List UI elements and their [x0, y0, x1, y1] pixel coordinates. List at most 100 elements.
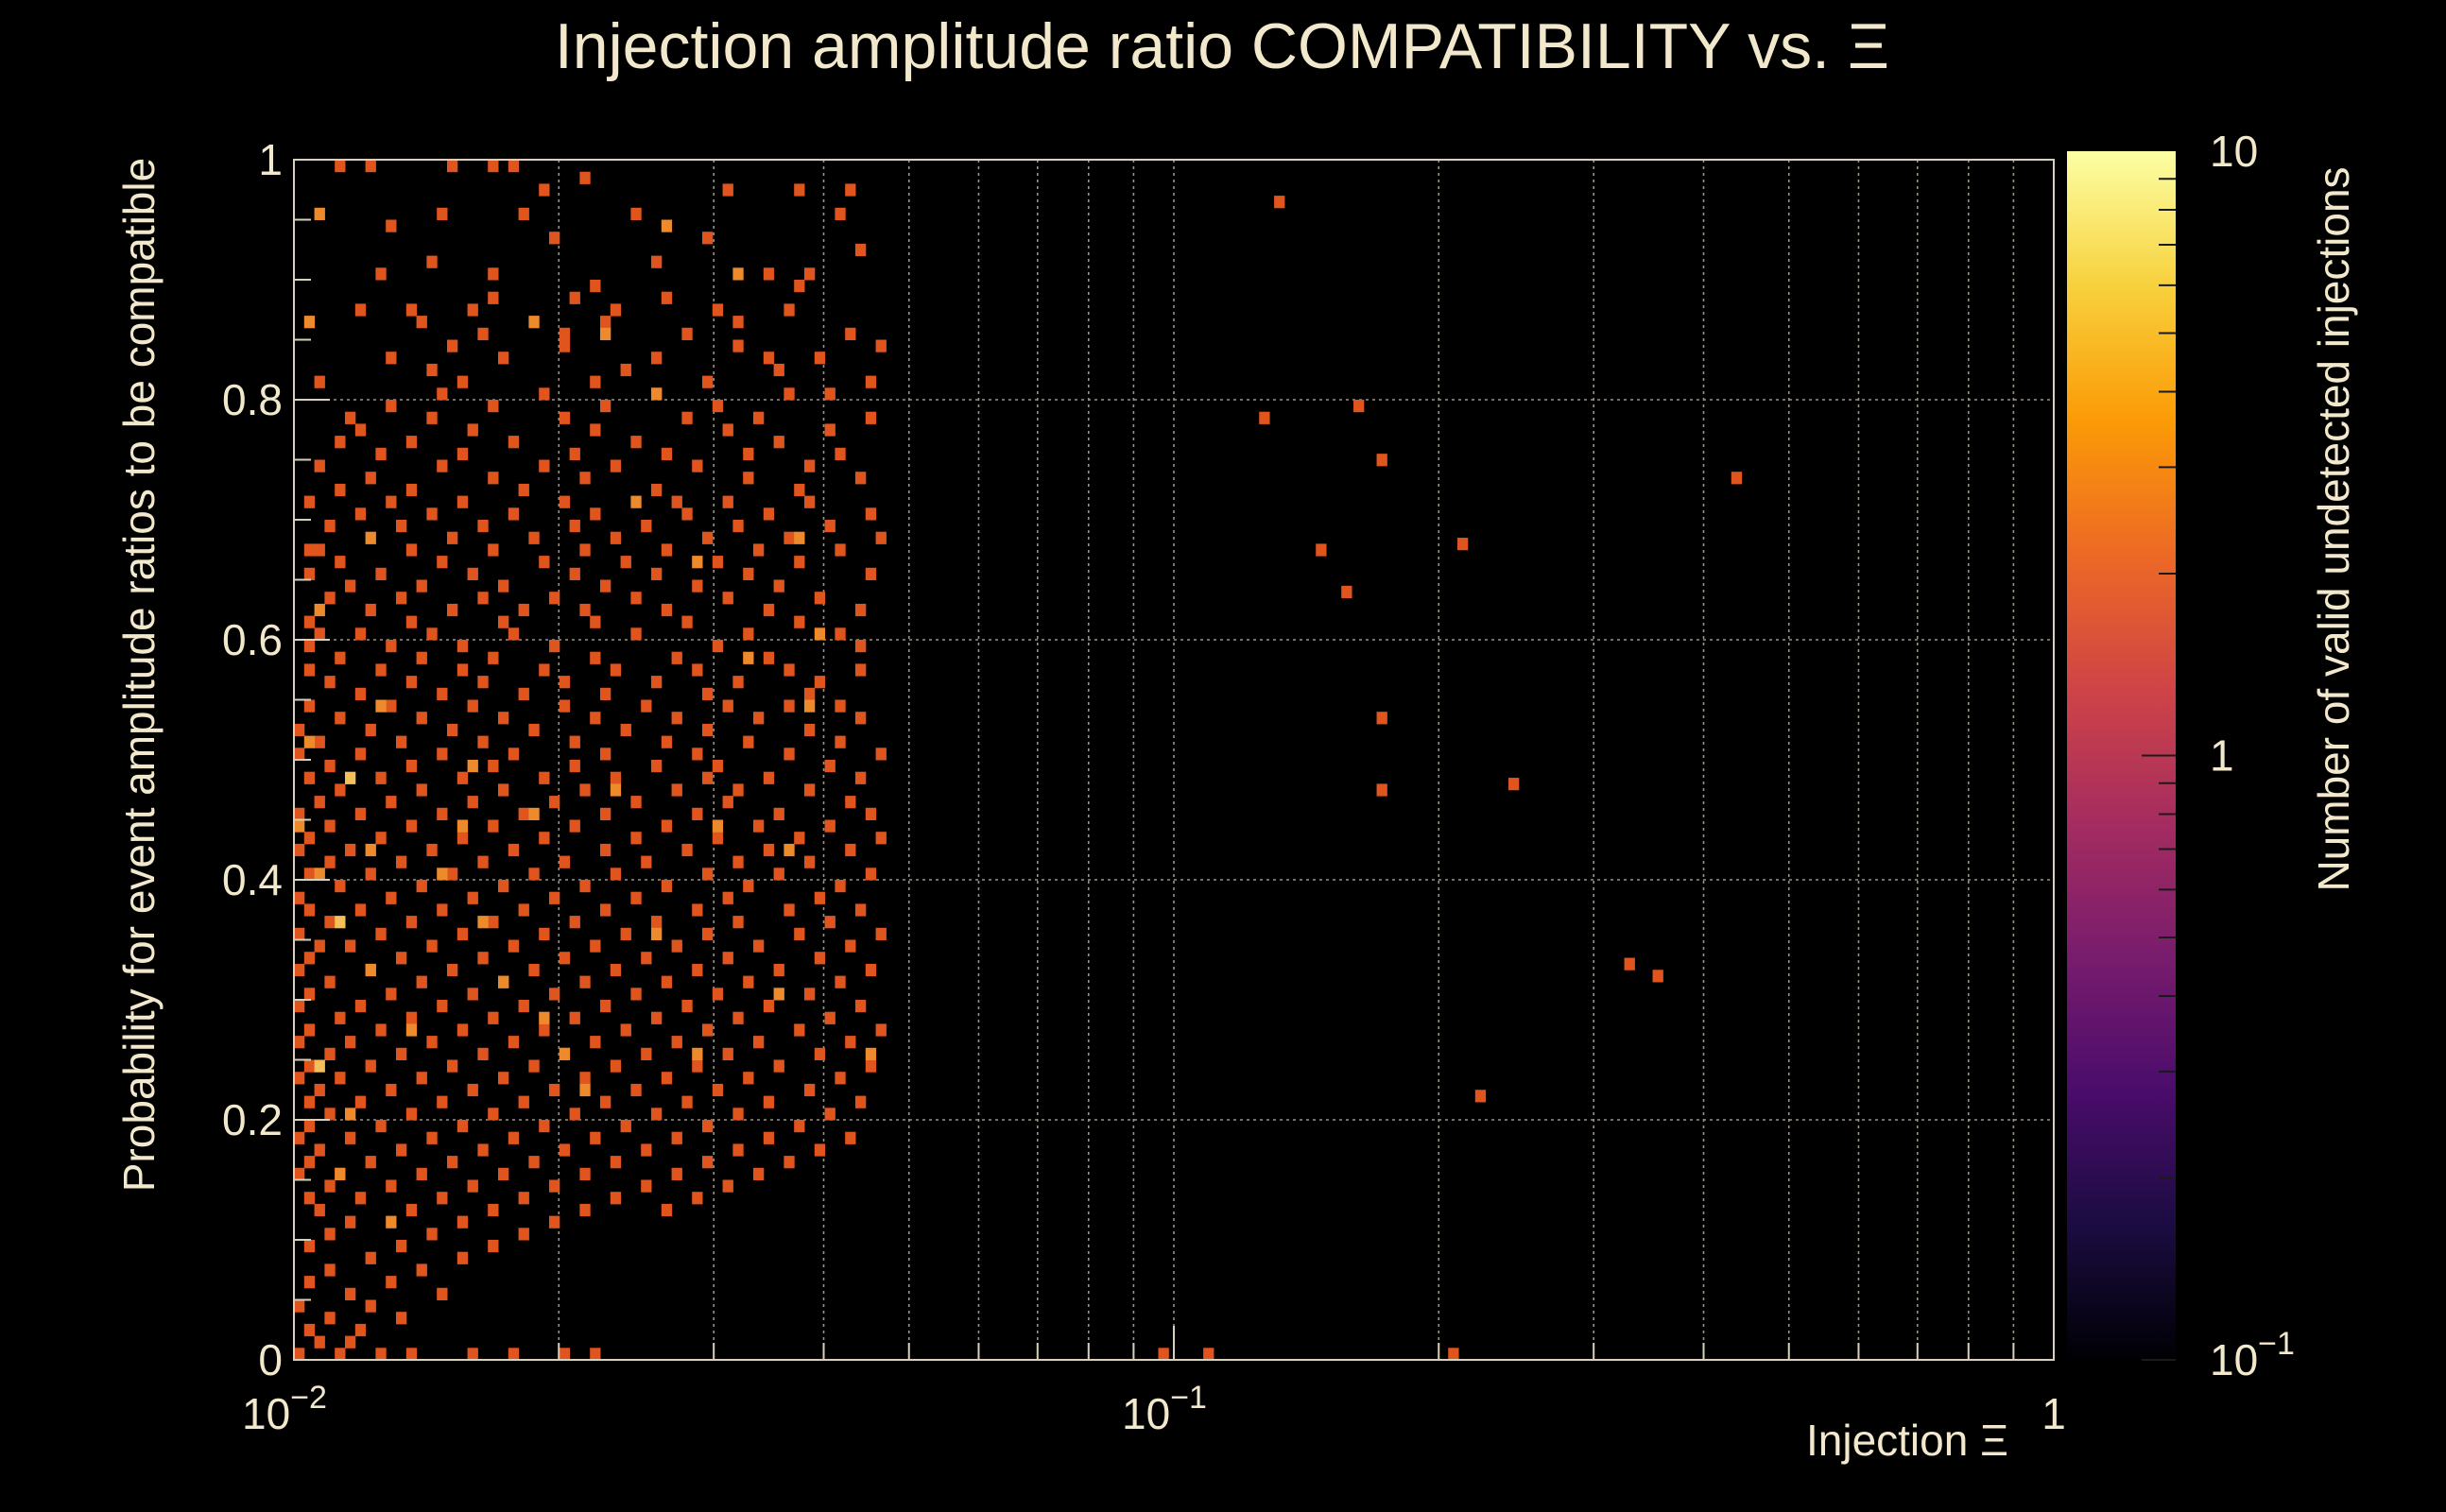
- heatmap-cell: [610, 531, 622, 544]
- heatmap-cell: [314, 1143, 325, 1157]
- heatmap-cell: [835, 1072, 846, 1085]
- heatmap-cell: [732, 1143, 744, 1157]
- heatmap-cell: [590, 1036, 601, 1049]
- heatmap-cell: [722, 1047, 733, 1060]
- heatmap-cell: [803, 855, 816, 868]
- heatmap-cell: [590, 1131, 601, 1144]
- heatmap-cell: [354, 807, 367, 820]
- heatmap-cell: [784, 1156, 795, 1169]
- heatmap-cell: [620, 1023, 631, 1037]
- heatmap-cell: [794, 483, 805, 497]
- heatmap-cell: [386, 988, 397, 1001]
- heatmap-cell: [794, 531, 805, 544]
- heatmap-cell: [661, 603, 673, 617]
- heatmap-cell: [497, 880, 509, 893]
- heatmap-cell: [375, 771, 387, 784]
- heatmap-cell: [375, 1120, 387, 1133]
- heatmap-cell: [375, 699, 387, 713]
- heatmap-cell: [784, 303, 795, 317]
- heatmap-cell: [344, 843, 356, 857]
- heatmap-cell: [294, 1131, 305, 1144]
- heatmap-cell: [365, 603, 376, 617]
- heatmap-cell: [610, 783, 622, 797]
- heatmap-cell: [354, 1095, 367, 1108]
- heatmap-cell: [395, 592, 407, 605]
- color-scale-tick-label: 10: [2210, 127, 2258, 176]
- heatmap-cell: [467, 988, 478, 1001]
- heatmap-cell: [824, 520, 835, 533]
- heatmap-cell: [437, 1192, 448, 1205]
- heatmap-cell: [303, 640, 316, 653]
- heatmap-cell: [763, 267, 775, 281]
- heatmap-cell: [497, 1072, 509, 1085]
- heatmap-cell: [599, 1000, 612, 1013]
- heatmap-cell: [324, 1312, 336, 1325]
- heatmap-cell: [518, 1095, 529, 1108]
- heatmap-cell: [354, 1192, 367, 1205]
- heatmap-cell: [416, 712, 427, 725]
- heatmap-cell: [395, 1143, 407, 1157]
- heatmap-cell: [386, 219, 397, 232]
- heatmap-cell: [794, 832, 805, 845]
- heatmap-cell: [559, 1143, 571, 1157]
- heatmap-cell: [722, 891, 733, 904]
- heatmap-cell: [548, 1215, 560, 1228]
- heatmap-cell: [743, 735, 754, 748]
- heatmap-cell: [354, 687, 367, 700]
- heatmap-cell: [579, 1167, 591, 1180]
- heatmap-cell: [386, 1276, 397, 1289]
- heatmap-cell: [701, 868, 714, 881]
- heatmap-cell: [497, 783, 509, 797]
- heatmap-cell: [303, 495, 316, 508]
- heatmap-cell: [405, 483, 418, 497]
- heatmap-cell: [610, 459, 622, 472]
- heatmap-cell: [692, 1192, 703, 1205]
- heatmap-cell: [375, 1023, 387, 1037]
- heatmap-cell: [692, 807, 703, 820]
- x-tick-label-base: 1: [2041, 1389, 2066, 1438]
- heatmap-cell: [743, 447, 754, 460]
- heatmap-cell: [528, 868, 540, 881]
- heatmap-cell: [456, 640, 469, 653]
- heatmap-cell: [712, 819, 724, 833]
- heatmap-cell: [416, 975, 427, 988]
- heatmap-cell: [692, 663, 703, 677]
- heatmap-cell: [548, 592, 560, 605]
- heatmap-cell: [477, 592, 489, 605]
- heatmap-cell: [488, 1108, 499, 1121]
- heatmap-cell: [405, 819, 418, 833]
- heatmap-cell: [386, 699, 397, 713]
- heatmap-cell: [335, 483, 346, 497]
- heatmap-cell: [803, 699, 816, 713]
- heatmap-cell: [335, 436, 346, 449]
- heatmap-cell: [324, 975, 336, 988]
- heatmap-cell: [630, 207, 642, 220]
- heatmap-cell: [303, 1192, 316, 1205]
- heatmap-cell: [324, 819, 336, 833]
- heatmap-cell: [467, 760, 478, 773]
- heatmap-cell: [743, 651, 754, 664]
- heatmap-cell: [650, 387, 663, 401]
- heatmap-cell: [794, 183, 805, 197]
- heatmap-cell: [732, 520, 744, 533]
- heatmap-cell: [508, 507, 520, 521]
- heatmap-cell: [344, 1215, 356, 1228]
- heatmap-cell: [650, 927, 663, 940]
- heatmap-cell: [539, 1120, 550, 1133]
- heatmap-cell: [303, 1156, 316, 1169]
- heatmap-cell: [692, 459, 703, 472]
- heatmap-cell: [569, 291, 580, 304]
- heatmap-cell: [294, 1036, 305, 1049]
- heatmap-cell: [426, 627, 438, 641]
- heatmap-cell: [814, 627, 826, 641]
- heatmap-cell: [743, 1072, 754, 1085]
- heatmap-cell: [559, 855, 571, 868]
- heatmap-cell: [488, 472, 499, 485]
- heatmap-cell: [865, 1047, 877, 1060]
- heatmap-cell: [426, 1131, 438, 1144]
- heatmap-cell: [773, 807, 784, 820]
- heatmap-cell: [743, 880, 754, 893]
- heatmap-cell: [630, 891, 642, 904]
- heatmap-cell: [814, 1143, 826, 1157]
- heatmap-cell: [671, 939, 682, 953]
